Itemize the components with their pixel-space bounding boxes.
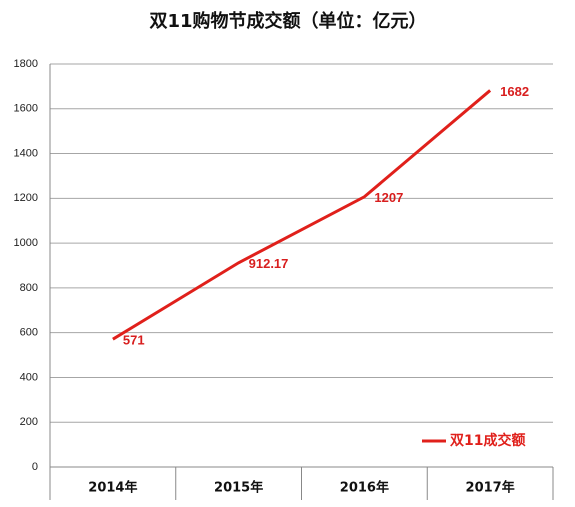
y-tick-label: 800: [20, 282, 38, 294]
y-tick-label: 200: [20, 416, 38, 428]
chart-title: 双11购物节成交额（单位：亿元）: [149, 10, 426, 32]
x-tick-label: 2016年: [340, 480, 389, 496]
y-tick-label: 1200: [14, 192, 38, 204]
x-tick-label: 2017年: [466, 480, 515, 496]
data-label: 912.17: [249, 256, 289, 271]
data-label: 1682: [500, 84, 529, 99]
data-label: 571: [123, 333, 145, 348]
y-tick-label: 1000: [14, 237, 38, 249]
legend-label: 双11成交额: [450, 432, 525, 449]
x-tick-label: 2015年: [214, 480, 263, 496]
data-label: 1207: [374, 190, 403, 205]
y-tick-label: 1400: [14, 147, 38, 159]
y-tick-label: 1600: [14, 103, 38, 115]
y-tick-label: 400: [20, 371, 38, 383]
line: [112, 89, 492, 341]
x-tick-label: 2014年: [88, 480, 137, 496]
y-tick-label: 1800: [14, 58, 38, 70]
y-tick-label: 0: [32, 461, 38, 473]
y-tick-label: 600: [20, 327, 38, 339]
